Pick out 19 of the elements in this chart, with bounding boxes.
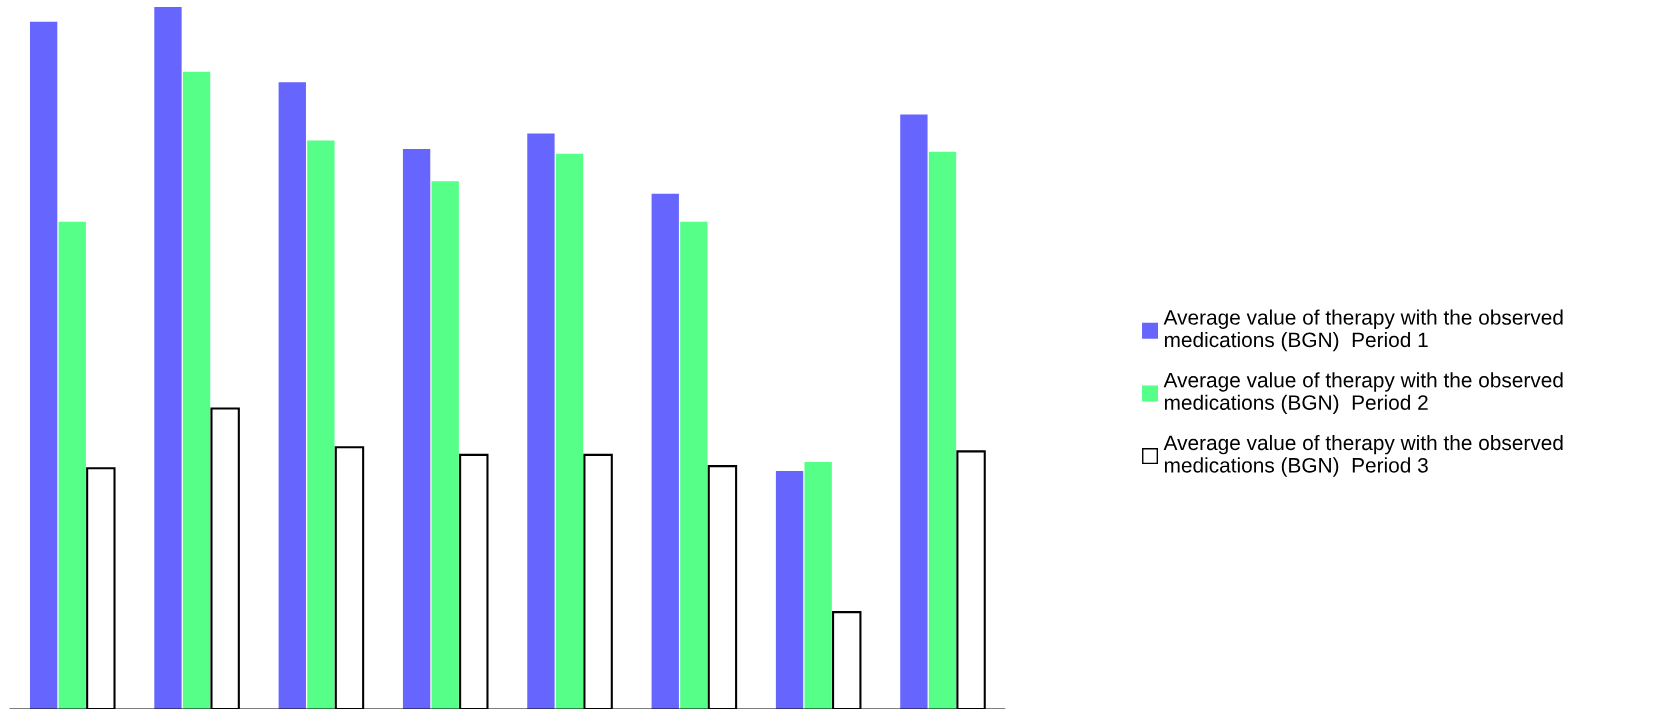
bar [555, 153, 584, 709]
bar [527, 133, 555, 709]
legend-label: Average value of therapy with the observed medications (BGN) Period 1 [1163, 309, 1563, 352]
bar [651, 193, 679, 709]
legend-label: Average value of therapy with the observed medications (BGN) Period 2 [1163, 372, 1563, 415]
legend-label: Average value of therapy with the observed medications (BGN) Period 3 [1163, 434, 1563, 477]
bar [900, 114, 928, 709]
bar [680, 221, 708, 709]
bar [58, 221, 86, 709]
bar [278, 82, 306, 709]
bar [431, 181, 459, 709]
bar [154, 7, 182, 709]
bar [182, 71, 211, 709]
bar [29, 21, 58, 709]
bar [307, 140, 335, 709]
bar [928, 151, 957, 709]
bar [775, 471, 804, 709]
bar [804, 461, 832, 709]
bar [402, 148, 431, 709]
